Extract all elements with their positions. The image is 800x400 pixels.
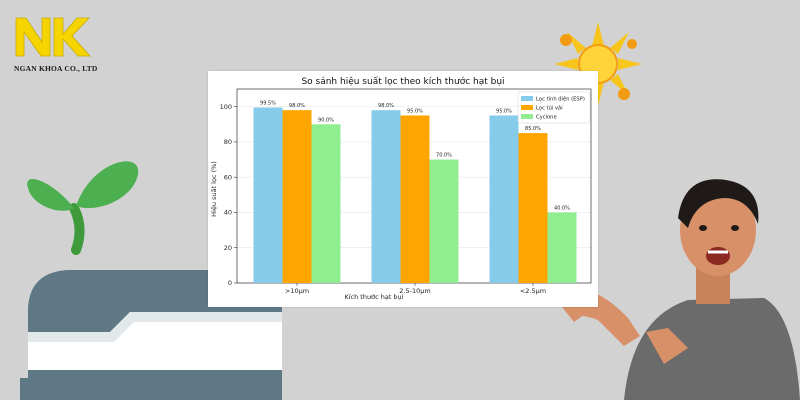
company-logo: NGAN KHOA CO., LTD: [14, 14, 114, 74]
y-axis-label: Hiệu suất lọc (%): [210, 161, 218, 217]
company-name: NGAN KHOA CO., LTD: [14, 64, 98, 73]
legend-swatch: [521, 105, 533, 110]
legend-label: Lọc tĩnh điện (ESP): [536, 96, 585, 103]
y-tick-label: 60: [224, 173, 232, 181]
chart-card: So sánh hiệu suất lọc theo kích thước hạ…: [208, 71, 598, 307]
data-label: 70.0%: [436, 153, 452, 159]
bar: [311, 124, 341, 283]
bar: [489, 115, 519, 283]
data-label: 85.0%: [525, 126, 541, 132]
data-label: 95.0%: [496, 108, 512, 114]
data-label: 98.0%: [289, 103, 305, 109]
data-label: 98.0%: [378, 103, 394, 109]
bar: [429, 159, 459, 283]
bar: [282, 110, 312, 283]
legend-label: Lọc túi vải: [536, 105, 563, 112]
legend-swatch: [521, 96, 533, 101]
x-tick-label: <2.5µm: [520, 287, 546, 295]
y-tick-label: 0: [228, 279, 232, 287]
y-tick-label: 80: [224, 138, 232, 146]
data-label: 95.0%: [407, 108, 423, 114]
bar: [253, 107, 283, 283]
nk-logo-mark: [15, 17, 91, 57]
bar: [518, 133, 548, 283]
person-illustration: [540, 179, 800, 400]
y-tick-label: 100: [220, 103, 232, 111]
legend-box: [517, 91, 591, 124]
y-tick-label: 20: [224, 244, 232, 252]
bar: [400, 115, 430, 283]
data-label: 99.5%: [260, 101, 276, 107]
bar-chart: So sánh hiệu suất lọc theo kích thước hạ…: [210, 76, 592, 301]
legend-swatch: [521, 114, 533, 119]
legend-label: Cyclone: [536, 115, 557, 121]
bar: [547, 212, 577, 283]
bar: [371, 110, 401, 283]
sprout-icon: [27, 161, 139, 255]
x-tick-label: >10µm: [285, 287, 309, 295]
data-label: 40.0%: [554, 205, 570, 211]
chart-title: So sánh hiệu suất lọc theo kích thước hạ…: [301, 76, 504, 87]
x-tick-label: 2.5-10µm: [399, 287, 430, 295]
tray-illustration: [20, 270, 282, 400]
y-tick-label: 40: [224, 209, 232, 217]
x-axis-label: Kích thước hạt bụi: [344, 293, 403, 301]
data-label: 90.0%: [318, 117, 334, 123]
